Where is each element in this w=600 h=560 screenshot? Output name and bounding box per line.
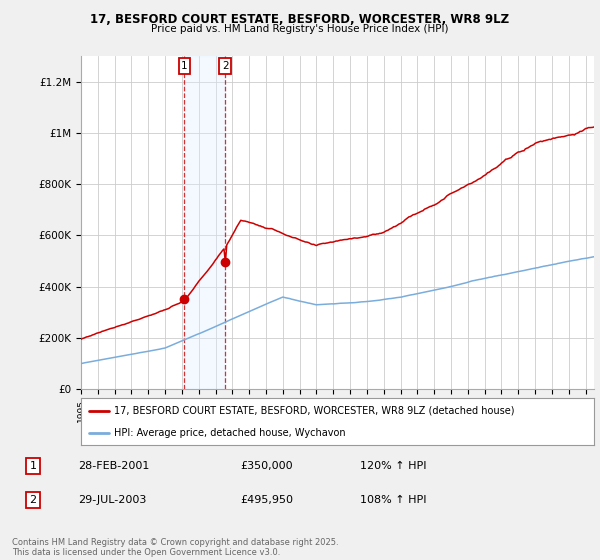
Text: £495,950: £495,950 bbox=[240, 495, 293, 505]
Text: Contains HM Land Registry data © Crown copyright and database right 2025.
This d: Contains HM Land Registry data © Crown c… bbox=[12, 538, 338, 557]
Text: Price paid vs. HM Land Registry's House Price Index (HPI): Price paid vs. HM Land Registry's House … bbox=[151, 24, 449, 34]
Text: 2: 2 bbox=[222, 61, 229, 71]
Text: 120% ↑ HPI: 120% ↑ HPI bbox=[360, 461, 427, 471]
Text: 2: 2 bbox=[29, 495, 37, 505]
Text: 17, BESFORD COURT ESTATE, BESFORD, WORCESTER, WR8 9LZ: 17, BESFORD COURT ESTATE, BESFORD, WORCE… bbox=[91, 13, 509, 26]
Text: 1: 1 bbox=[29, 461, 37, 471]
Bar bbox=[184, 56, 225, 389]
Text: HPI: Average price, detached house, Wychavon: HPI: Average price, detached house, Wych… bbox=[115, 428, 346, 438]
Text: £350,000: £350,000 bbox=[240, 461, 293, 471]
Text: 108% ↑ HPI: 108% ↑ HPI bbox=[360, 495, 427, 505]
Text: 1: 1 bbox=[181, 61, 188, 71]
Text: 29-JUL-2003: 29-JUL-2003 bbox=[78, 495, 146, 505]
Text: 28-FEB-2001: 28-FEB-2001 bbox=[78, 461, 149, 471]
Text: 17, BESFORD COURT ESTATE, BESFORD, WORCESTER, WR8 9LZ (detached house): 17, BESFORD COURT ESTATE, BESFORD, WORCE… bbox=[115, 406, 515, 416]
